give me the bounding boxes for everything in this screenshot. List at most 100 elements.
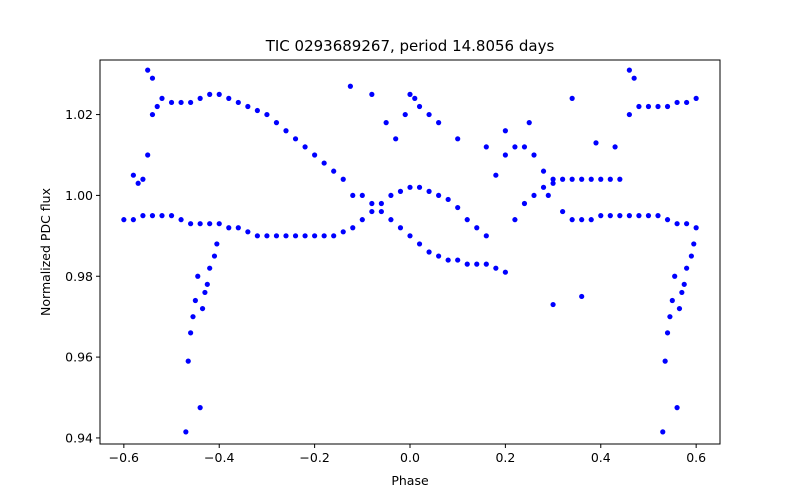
data-point [483,144,489,150]
data-point [579,293,585,300]
data-point [273,233,280,239]
data-point [168,213,175,219]
x-tick-label: 0.4 [591,450,611,465]
data-point [195,273,201,279]
data-point [540,168,547,174]
data-point [302,144,308,150]
data-point [664,217,671,223]
data-point [135,180,141,186]
data-point [369,200,375,207]
data-point [121,217,127,223]
data-point [617,176,623,182]
data-point [531,192,537,199]
data-point [655,103,661,110]
data-point [388,192,394,199]
data-point [369,208,375,215]
data-point [474,261,480,267]
x-tick-label: −0.2 [299,450,329,465]
data-point [579,176,585,182]
data-point [216,221,222,227]
data-point [321,160,327,166]
y-axis-label: Normalized PDC flux [38,188,53,316]
data-point [283,128,289,134]
data-point [216,91,222,97]
data-point [199,305,206,312]
data-point [626,67,632,73]
data-point [455,136,461,142]
data-point [691,241,697,247]
data-point [197,405,203,411]
data-point [493,172,499,178]
data-point [154,103,160,110]
data-point [178,99,184,106]
data-point [226,95,232,101]
data-point [588,217,594,223]
data-point [383,120,389,126]
data-point [545,192,551,199]
data-point [145,67,151,73]
data-point [347,83,353,89]
data-point [331,233,337,239]
data-point [273,120,280,126]
data-point [681,281,687,287]
data-point [340,229,346,235]
data-point [359,217,365,223]
data-point [667,314,673,320]
data-point [436,192,442,199]
y-tick-label: 0.96 [65,350,93,365]
data-point [321,233,327,239]
data-point [197,221,203,227]
data-point [455,204,461,211]
data-point [645,103,652,110]
data-point [436,253,442,259]
data-point [550,180,556,186]
data-point [483,261,489,267]
data-points [121,67,699,435]
data-point [416,184,423,190]
data-point [245,229,251,235]
data-point [292,233,299,239]
data-point [474,225,480,231]
data-point [312,233,318,239]
data-point [521,144,528,150]
x-tick-label: 0.2 [495,450,515,465]
data-point [531,152,537,158]
data-point [426,249,432,255]
data-point [214,241,220,247]
data-point [569,176,575,182]
data-point [407,233,413,239]
data-point [254,107,260,114]
data-point [226,225,232,231]
data-point [207,221,213,227]
data-point [312,152,318,158]
data-point [340,176,346,182]
data-point [190,314,196,320]
data-point [359,192,365,199]
data-point [140,213,146,219]
x-tick-label: 0.0 [400,450,420,465]
data-point [455,257,461,263]
data-point [254,233,260,239]
data-point [412,95,418,101]
data-point [402,111,408,118]
data-point [512,144,518,150]
data-point [416,103,423,110]
data-point [672,273,678,279]
data-point [159,213,165,219]
x-tick-label: 0.6 [686,450,706,465]
data-point [397,188,404,194]
data-point [674,405,680,411]
data-point [388,217,394,223]
data-point [207,265,213,271]
data-point [688,253,694,259]
data-point [626,213,632,219]
data-point [197,95,203,101]
x-tick-label: −0.4 [204,450,234,465]
data-point [493,265,499,271]
data-point [130,172,136,178]
data-point [264,233,270,239]
data-point [130,217,136,223]
y-tick-label: 1.02 [65,107,93,122]
data-point [378,200,384,207]
